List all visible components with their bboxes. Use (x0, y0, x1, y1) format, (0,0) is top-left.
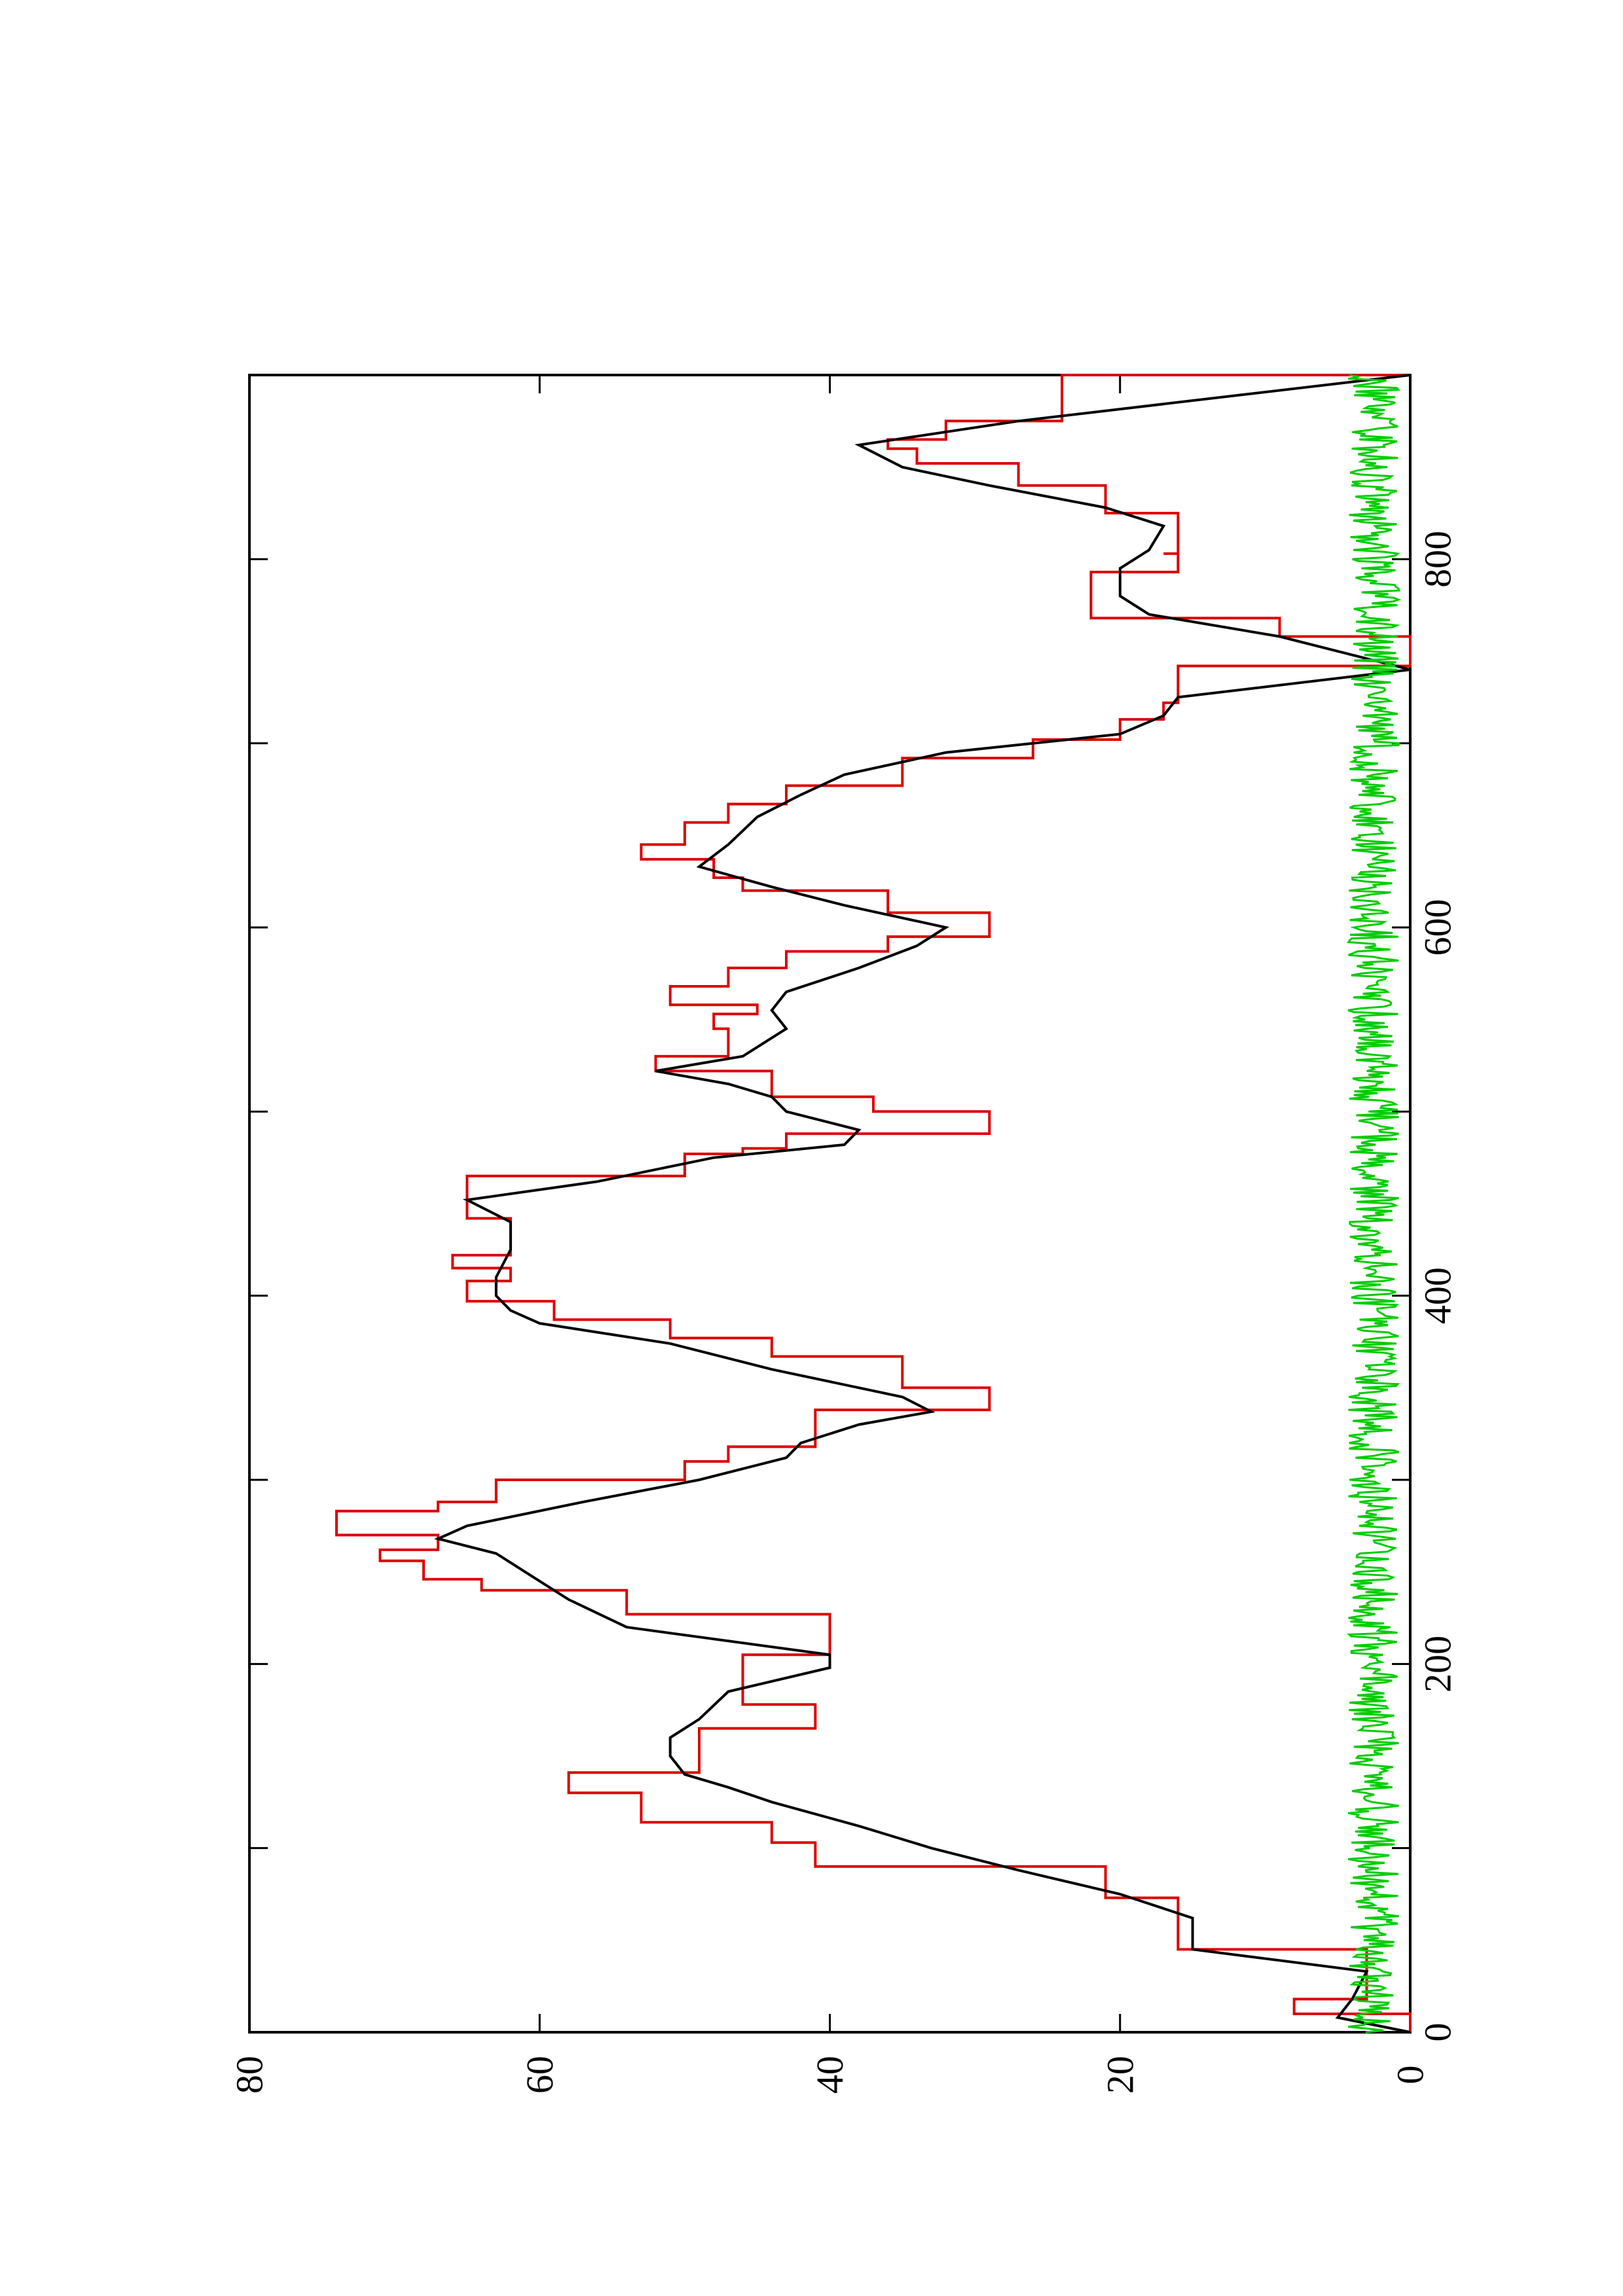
series-lines (335, 374, 1412, 2034)
y-tick-label: 60 (519, 2056, 561, 2094)
x-tick-label: 600 (1417, 899, 1459, 956)
y-tick-label: 40 (809, 2056, 851, 2094)
x-tick-label: 400 (1417, 1267, 1459, 1324)
y-tick-label: 20 (1099, 2056, 1141, 2094)
axis-ticks (248, 375, 1412, 2034)
series-line-2 (1347, 374, 1402, 2034)
tick-labels: 0 200 400 600 800 0 20 40 60 80 (228, 531, 1459, 2094)
series-line-0 (335, 374, 1412, 2032)
y-tick-label: 80 (228, 2056, 271, 2094)
x-tick-label: 800 (1417, 531, 1459, 588)
plot-frame (248, 374, 1412, 2034)
y-tick-label: 0 (1389, 2066, 1432, 2085)
x-tick-label: 0 (1417, 2023, 1459, 2042)
x-tick-label: 200 (1417, 1636, 1459, 1693)
series-line-1 (434, 374, 1411, 2034)
